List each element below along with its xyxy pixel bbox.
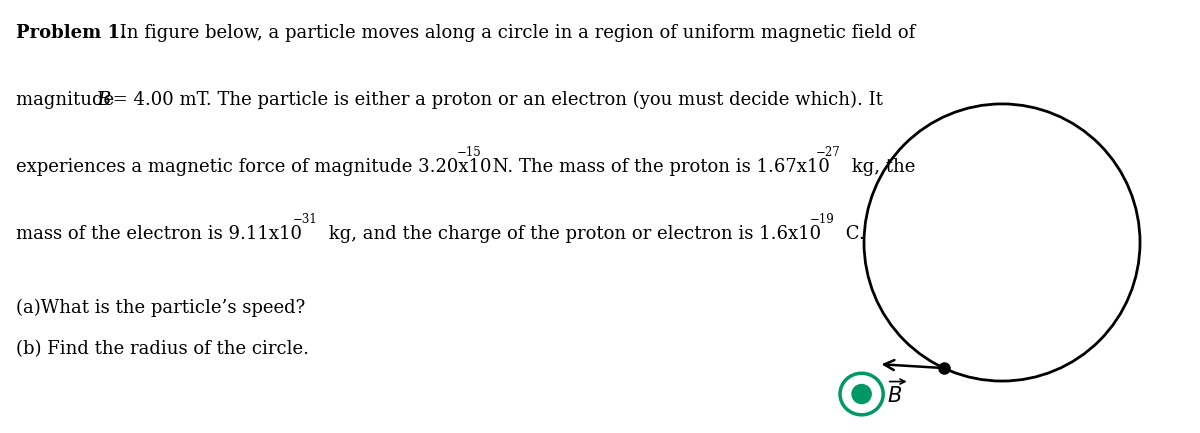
- Text: −15: −15: [457, 146, 482, 159]
- Text: magnitude: magnitude: [16, 91, 120, 109]
- Text: Problem 1.: Problem 1.: [16, 24, 126, 42]
- Text: (a)What is the particle’s speed?: (a)What is the particle’s speed?: [16, 299, 305, 317]
- Text: (b) Find the radius of the circle.: (b) Find the radius of the circle.: [16, 340, 308, 358]
- Text: kg, the: kg, the: [846, 158, 916, 176]
- Text: = 4.00 mT. The particle is either a proton or an electron (you must decide which: = 4.00 mT. The particle is either a prot…: [107, 91, 883, 109]
- Text: −31: −31: [293, 213, 318, 226]
- Text: experiences a magnetic force of magnitude 3.20x10: experiences a magnetic force of magnitud…: [16, 158, 491, 176]
- Text: kg, and the charge of the proton or electron is 1.6x10: kg, and the charge of the proton or elec…: [323, 225, 821, 243]
- Text: In figure below, a particle moves along a circle in a region of uniform magnetic: In figure below, a particle moves along …: [114, 24, 916, 42]
- Text: −27: −27: [816, 146, 841, 159]
- Text: −19: −19: [810, 213, 835, 226]
- Text: $B$: $B$: [887, 386, 902, 406]
- Text: C.: C.: [840, 225, 865, 243]
- Text: N. The mass of the proton is 1.67x10: N. The mass of the proton is 1.67x10: [487, 158, 830, 176]
- Text: B: B: [97, 91, 110, 109]
- Ellipse shape: [852, 385, 871, 404]
- Text: mass of the electron is 9.11x10: mass of the electron is 9.11x10: [16, 225, 301, 243]
